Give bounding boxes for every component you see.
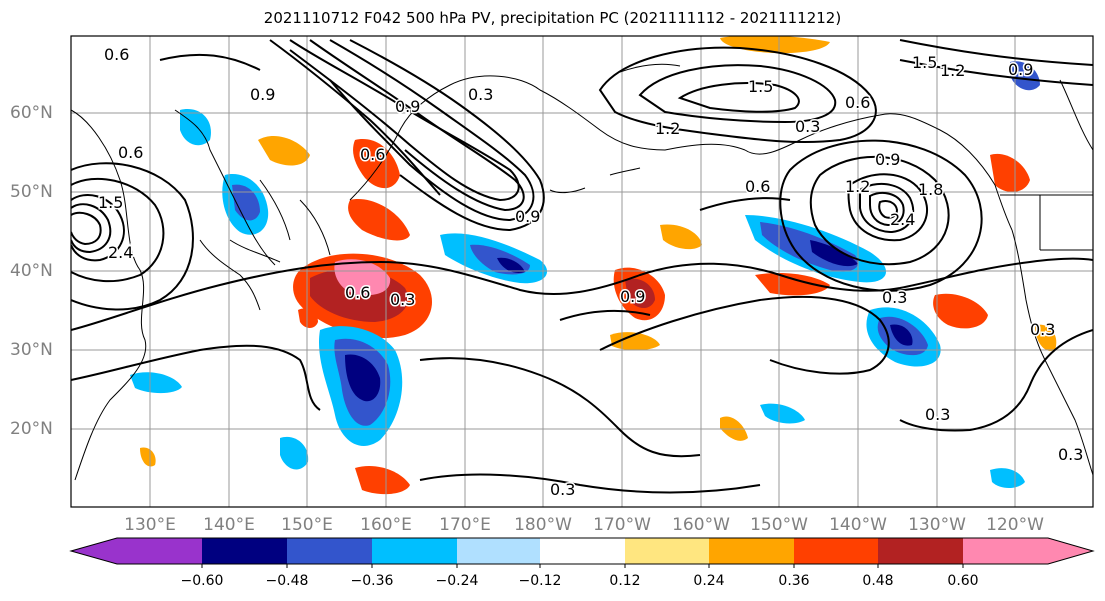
contour-label: 0.3 <box>1030 320 1055 339</box>
colorbar-extend-min <box>71 538 117 564</box>
map-title: 2021110712 F042 500 hPa PV, precipitatio… <box>263 9 842 27</box>
contour-label: 0.3 <box>468 85 493 104</box>
lon-label: 140°W <box>829 515 887 535</box>
lat-label: 20°N <box>10 419 53 439</box>
precip-anomaly-fill <box>130 36 1057 495</box>
colorbar-tick-label: 0.12 <box>609 573 641 589</box>
contour-label: 0.3 <box>882 288 907 307</box>
lon-label: 140°E <box>203 515 255 535</box>
lon-label: 150°W <box>750 515 808 535</box>
lon-label: 120°W <box>986 515 1044 535</box>
map-frame <box>70 35 1094 508</box>
contour-label: 1.5 <box>912 53 937 72</box>
contour-label: 0.9 <box>620 287 645 306</box>
contour-label: 2.4 <box>108 243 133 262</box>
contour-label: 0.6 <box>104 45 129 64</box>
colorbar-segment <box>625 538 709 564</box>
colorbar-outline <box>69 537 1095 565</box>
lon-label: 150°E <box>281 515 333 535</box>
colorbar-segment <box>117 538 202 564</box>
contour-label: 0.9 <box>395 97 420 116</box>
colorbar <box>69 537 1095 568</box>
contour-label: 0.3 <box>550 480 575 499</box>
contour-label: 1.5 <box>748 77 773 96</box>
lon-label: 130°W <box>908 515 966 535</box>
lat-label: 40°N <box>10 261 53 281</box>
lon-label: 130°E <box>124 515 176 535</box>
lon-label: 170°W <box>593 515 651 535</box>
contour-label: 0.6 <box>345 283 370 302</box>
lat-label: 60°N <box>10 103 53 123</box>
colorbar-segment <box>287 538 372 564</box>
lon-label: 160°W <box>672 515 730 535</box>
contour-label: 2.4 <box>890 210 915 229</box>
lon-label: 170°E <box>439 515 491 535</box>
colorbar-extend-max <box>1048 538 1093 564</box>
contour-label: 1.2 <box>845 177 870 196</box>
contour-label: 1.8 <box>918 180 943 199</box>
colorbar-tick-label: 0.60 <box>947 573 979 589</box>
lat-label: 50°N <box>10 182 53 202</box>
contour-label: 1.2 <box>655 119 680 138</box>
contour-label: 0.9 <box>250 85 275 104</box>
contour-label: 0.9 <box>1008 60 1033 79</box>
contour-label: 0.9 <box>515 207 540 226</box>
colorbar-segment <box>457 538 540 564</box>
contour-label: 0.3 <box>925 405 950 424</box>
contour-label: 1.2 <box>940 61 965 80</box>
colorbar-segment <box>963 538 1048 564</box>
contour-label: 0.3 <box>795 117 820 136</box>
colorbar-segment <box>202 538 287 564</box>
colorbar-segment <box>372 538 457 564</box>
contour-label: 0.6 <box>118 143 143 162</box>
colorbar-tick-label: −0.12 <box>518 573 562 589</box>
contour-label-group: 0.6 0.9 1.5 0.3 1.2 1.5 1.2 0.9 0.6 0.3 … <box>97 44 1085 501</box>
pv-contours <box>71 39 1093 494</box>
colorbar-tick-label: −0.36 <box>350 573 394 589</box>
contour-label: 0.6 <box>845 93 870 112</box>
colorbar-segment <box>878 538 963 564</box>
colorbar-segment <box>540 538 625 564</box>
lon-label: 180°W <box>514 515 572 535</box>
colorbar-tick-label: 0.48 <box>862 573 894 589</box>
contour-label: 1.5 <box>98 193 123 212</box>
colorbar-tick-label: 0.36 <box>778 573 810 589</box>
lon-label: 160°E <box>360 515 412 535</box>
colorbar-segment <box>794 538 878 564</box>
contour-label: 0.3 <box>1058 445 1083 464</box>
colorbar-tick-label: 0.24 <box>693 573 725 589</box>
contour-label: 0.6 <box>360 145 385 164</box>
contour-label: 0.6 <box>745 177 770 196</box>
lat-label: 30°N <box>10 340 53 360</box>
contour-label: 0.9 <box>875 150 900 169</box>
colorbar-segment <box>709 538 794 564</box>
colorbar-tick-label: −0.24 <box>435 573 479 589</box>
colorbar-tick-label: −0.60 <box>180 573 224 589</box>
contour-label: 0.3 <box>390 290 415 309</box>
colorbar-tick-label: −0.48 <box>265 573 309 589</box>
